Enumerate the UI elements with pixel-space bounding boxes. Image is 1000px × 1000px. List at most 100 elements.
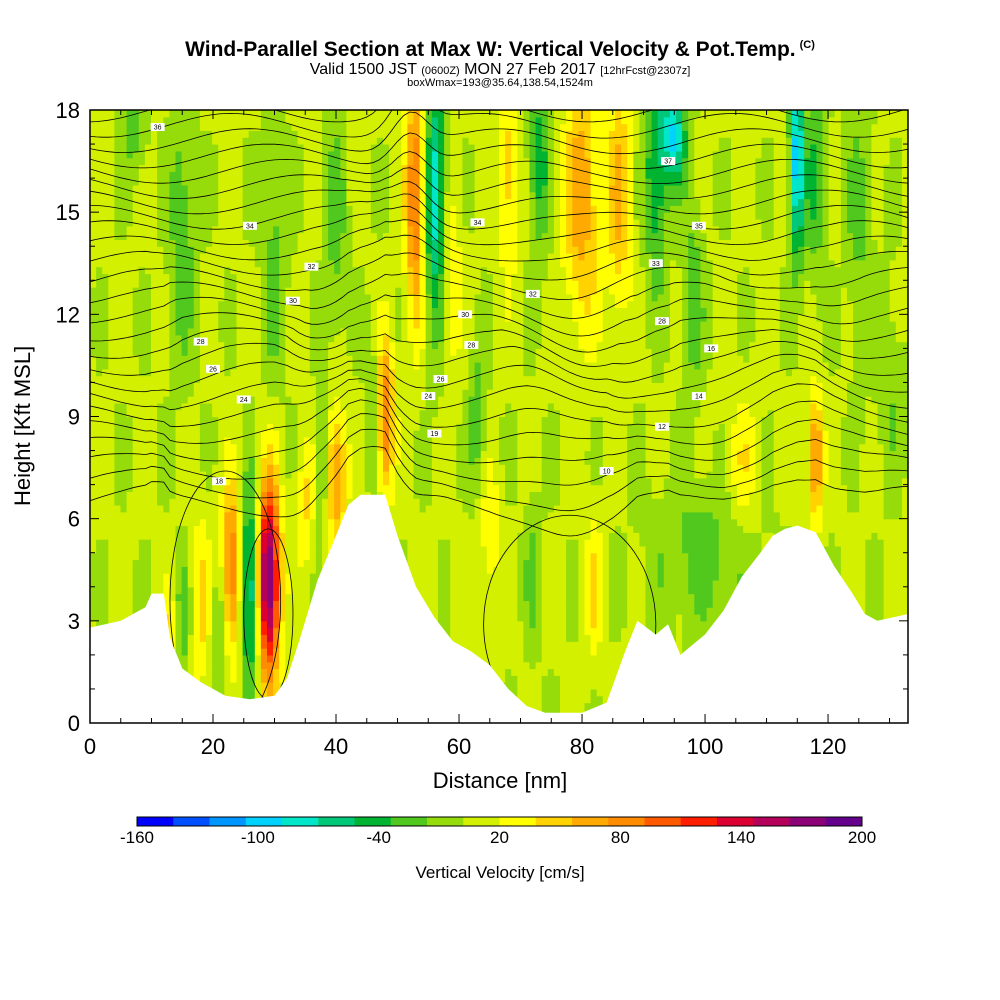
velocity-cell	[260, 559, 268, 567]
velocity-cell	[395, 300, 402, 309]
velocity-cell	[334, 273, 341, 281]
velocity-cell	[370, 287, 378, 295]
velocity-cell	[346, 293, 354, 302]
velocity-cell	[199, 137, 207, 145]
velocity-cell	[260, 525, 268, 533]
velocity-cell	[260, 498, 268, 506]
velocity-cell	[138, 307, 146, 315]
velocity-cell	[181, 525, 189, 533]
velocity-cell	[175, 600, 183, 608]
velocity-cell	[114, 191, 122, 200]
velocity-cell	[279, 580, 286, 588]
velocity-cell	[157, 532, 164, 540]
velocity-cell	[126, 328, 134, 336]
velocity-cell	[285, 464, 292, 472]
velocity-cell	[315, 144, 323, 152]
velocity-cell	[267, 178, 274, 186]
velocity-cell	[248, 287, 256, 295]
velocity-cell	[315, 253, 323, 261]
velocity-cell	[346, 396, 354, 404]
velocity-cell	[163, 184, 170, 193]
velocity-cell	[370, 280, 378, 288]
velocity-cell	[267, 219, 274, 227]
velocity-cell	[120, 375, 128, 383]
velocity-cell	[297, 477, 305, 486]
velocity-cell	[187, 423, 195, 431]
velocity-cell	[285, 580, 292, 588]
velocity-cell	[120, 389, 128, 397]
velocity-cell	[297, 450, 305, 458]
velocity-cell	[383, 225, 390, 234]
velocity-cell	[96, 443, 103, 452]
velocity-cell	[254, 443, 262, 452]
velocity-cell	[138, 184, 146, 193]
velocity-cell	[187, 328, 195, 336]
velocity-cell	[303, 321, 311, 329]
velocity-cell	[260, 164, 268, 172]
velocity-cell	[419, 246, 427, 254]
velocity-cell	[193, 375, 201, 383]
velocity-cell	[340, 402, 347, 411]
velocity-cell	[260, 198, 268, 206]
velocity-cell	[218, 259, 225, 268]
velocity-cell	[102, 137, 109, 145]
velocity-cell	[334, 232, 341, 240]
velocity-cell	[407, 287, 415, 295]
velocity-cell	[309, 314, 317, 322]
velocity-cell	[407, 219, 415, 227]
velocity-cell	[322, 273, 329, 281]
velocity-cell	[199, 266, 207, 275]
velocity-cell	[181, 362, 189, 370]
velocity-cell	[236, 641, 244, 649]
velocity-cell	[193, 477, 201, 486]
velocity-cell	[169, 430, 177, 438]
velocity-cell	[224, 396, 231, 404]
velocity-cell	[132, 457, 140, 465]
velocity-cell	[273, 539, 280, 547]
velocity-cell	[169, 457, 177, 465]
velocity-cell	[132, 362, 140, 370]
velocity-cell	[346, 402, 354, 411]
velocity-cell	[90, 559, 97, 567]
velocity-cell	[230, 328, 238, 336]
velocity-cell	[340, 355, 347, 363]
velocity-cell	[303, 566, 311, 574]
velocity-cell	[248, 259, 256, 268]
velocity-cell	[315, 212, 323, 220]
velocity-cell	[364, 232, 372, 240]
velocity-cell	[199, 253, 207, 261]
velocity-cell	[230, 661, 238, 670]
velocity-cell	[303, 116, 311, 125]
velocity-cell	[242, 491, 250, 499]
velocity-cell	[395, 532, 402, 540]
velocity-cell	[120, 559, 128, 567]
velocity-cell	[96, 348, 103, 356]
velocity-cell	[242, 266, 250, 275]
velocity-cell	[267, 348, 274, 356]
velocity-cell	[108, 116, 115, 125]
velocity-cell	[419, 552, 427, 561]
velocity-cell	[126, 586, 134, 595]
velocity-cell	[151, 253, 158, 261]
velocity-cell	[236, 314, 244, 322]
velocity-cell	[328, 137, 335, 145]
velocity-cell	[401, 300, 408, 309]
velocity-cell	[199, 307, 207, 315]
velocity-cell	[114, 293, 122, 302]
velocity-cell	[260, 280, 268, 288]
velocity-cell	[401, 436, 408, 445]
velocity-cell	[206, 219, 213, 227]
velocity-cell	[132, 559, 140, 567]
velocity-cell	[206, 511, 213, 520]
velocity-cell	[407, 198, 415, 206]
velocity-cell	[138, 545, 146, 554]
velocity-cell	[206, 545, 213, 554]
velocity-cell	[96, 593, 103, 601]
velocity-cell	[297, 266, 305, 275]
velocity-cell	[120, 137, 128, 145]
velocity-cell	[120, 498, 128, 506]
velocity-cell	[102, 334, 109, 343]
velocity-cell	[96, 566, 103, 574]
velocity-cell	[132, 246, 140, 254]
velocity-cell	[260, 110, 268, 118]
